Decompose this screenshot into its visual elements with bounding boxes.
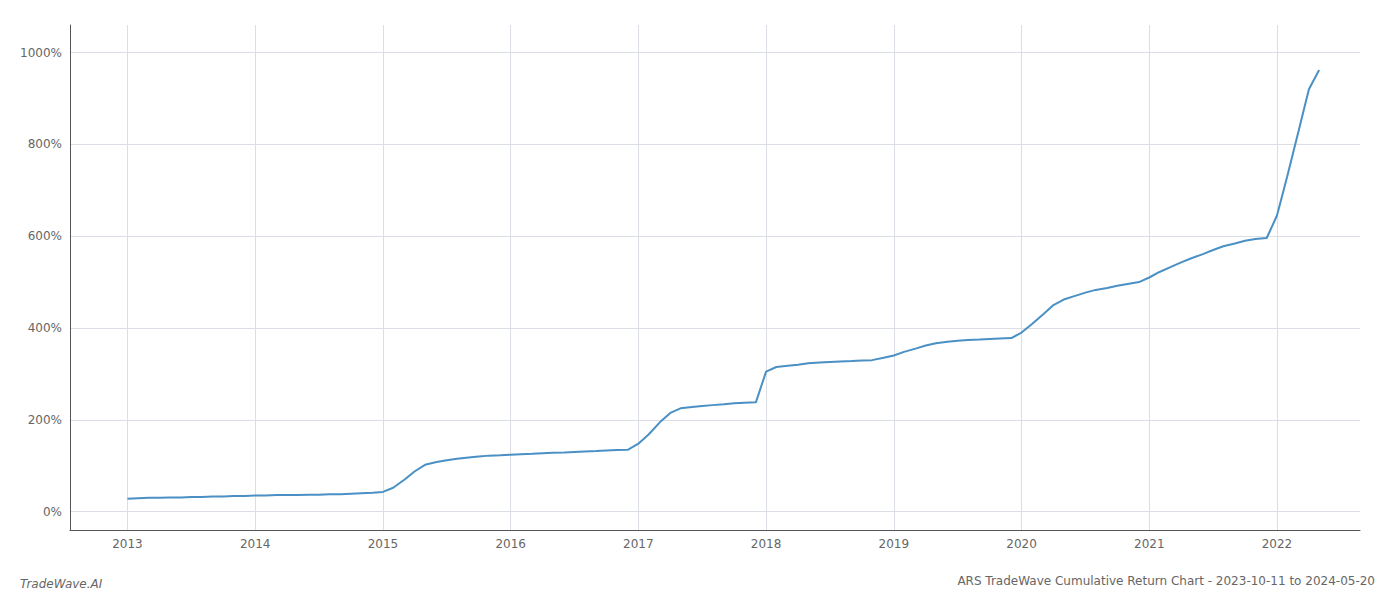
svg-text:2017: 2017 — [623, 537, 654, 551]
svg-text:2016: 2016 — [495, 537, 526, 551]
svg-text:2013: 2013 — [112, 537, 143, 551]
svg-text:800%: 800% — [28, 137, 62, 151]
svg-text:2020: 2020 — [1006, 537, 1037, 551]
svg-text:TradeWave.AI: TradeWave.AI — [20, 577, 103, 591]
svg-text:0%: 0% — [43, 505, 62, 519]
svg-text:2021: 2021 — [1134, 537, 1165, 551]
svg-text:2015: 2015 — [368, 537, 399, 551]
svg-text:2022: 2022 — [1262, 537, 1293, 551]
svg-text:1000%: 1000% — [20, 46, 62, 60]
svg-text:600%: 600% — [28, 229, 62, 243]
svg-text:2014: 2014 — [240, 537, 271, 551]
svg-text:2019: 2019 — [879, 537, 910, 551]
svg-text:2018: 2018 — [751, 537, 782, 551]
svg-text:200%: 200% — [28, 413, 62, 427]
svg-text:400%: 400% — [28, 321, 62, 335]
svg-text:ARS TradeWave Cumulative Retur: ARS TradeWave Cumulative Return Chart - … — [957, 574, 1375, 588]
